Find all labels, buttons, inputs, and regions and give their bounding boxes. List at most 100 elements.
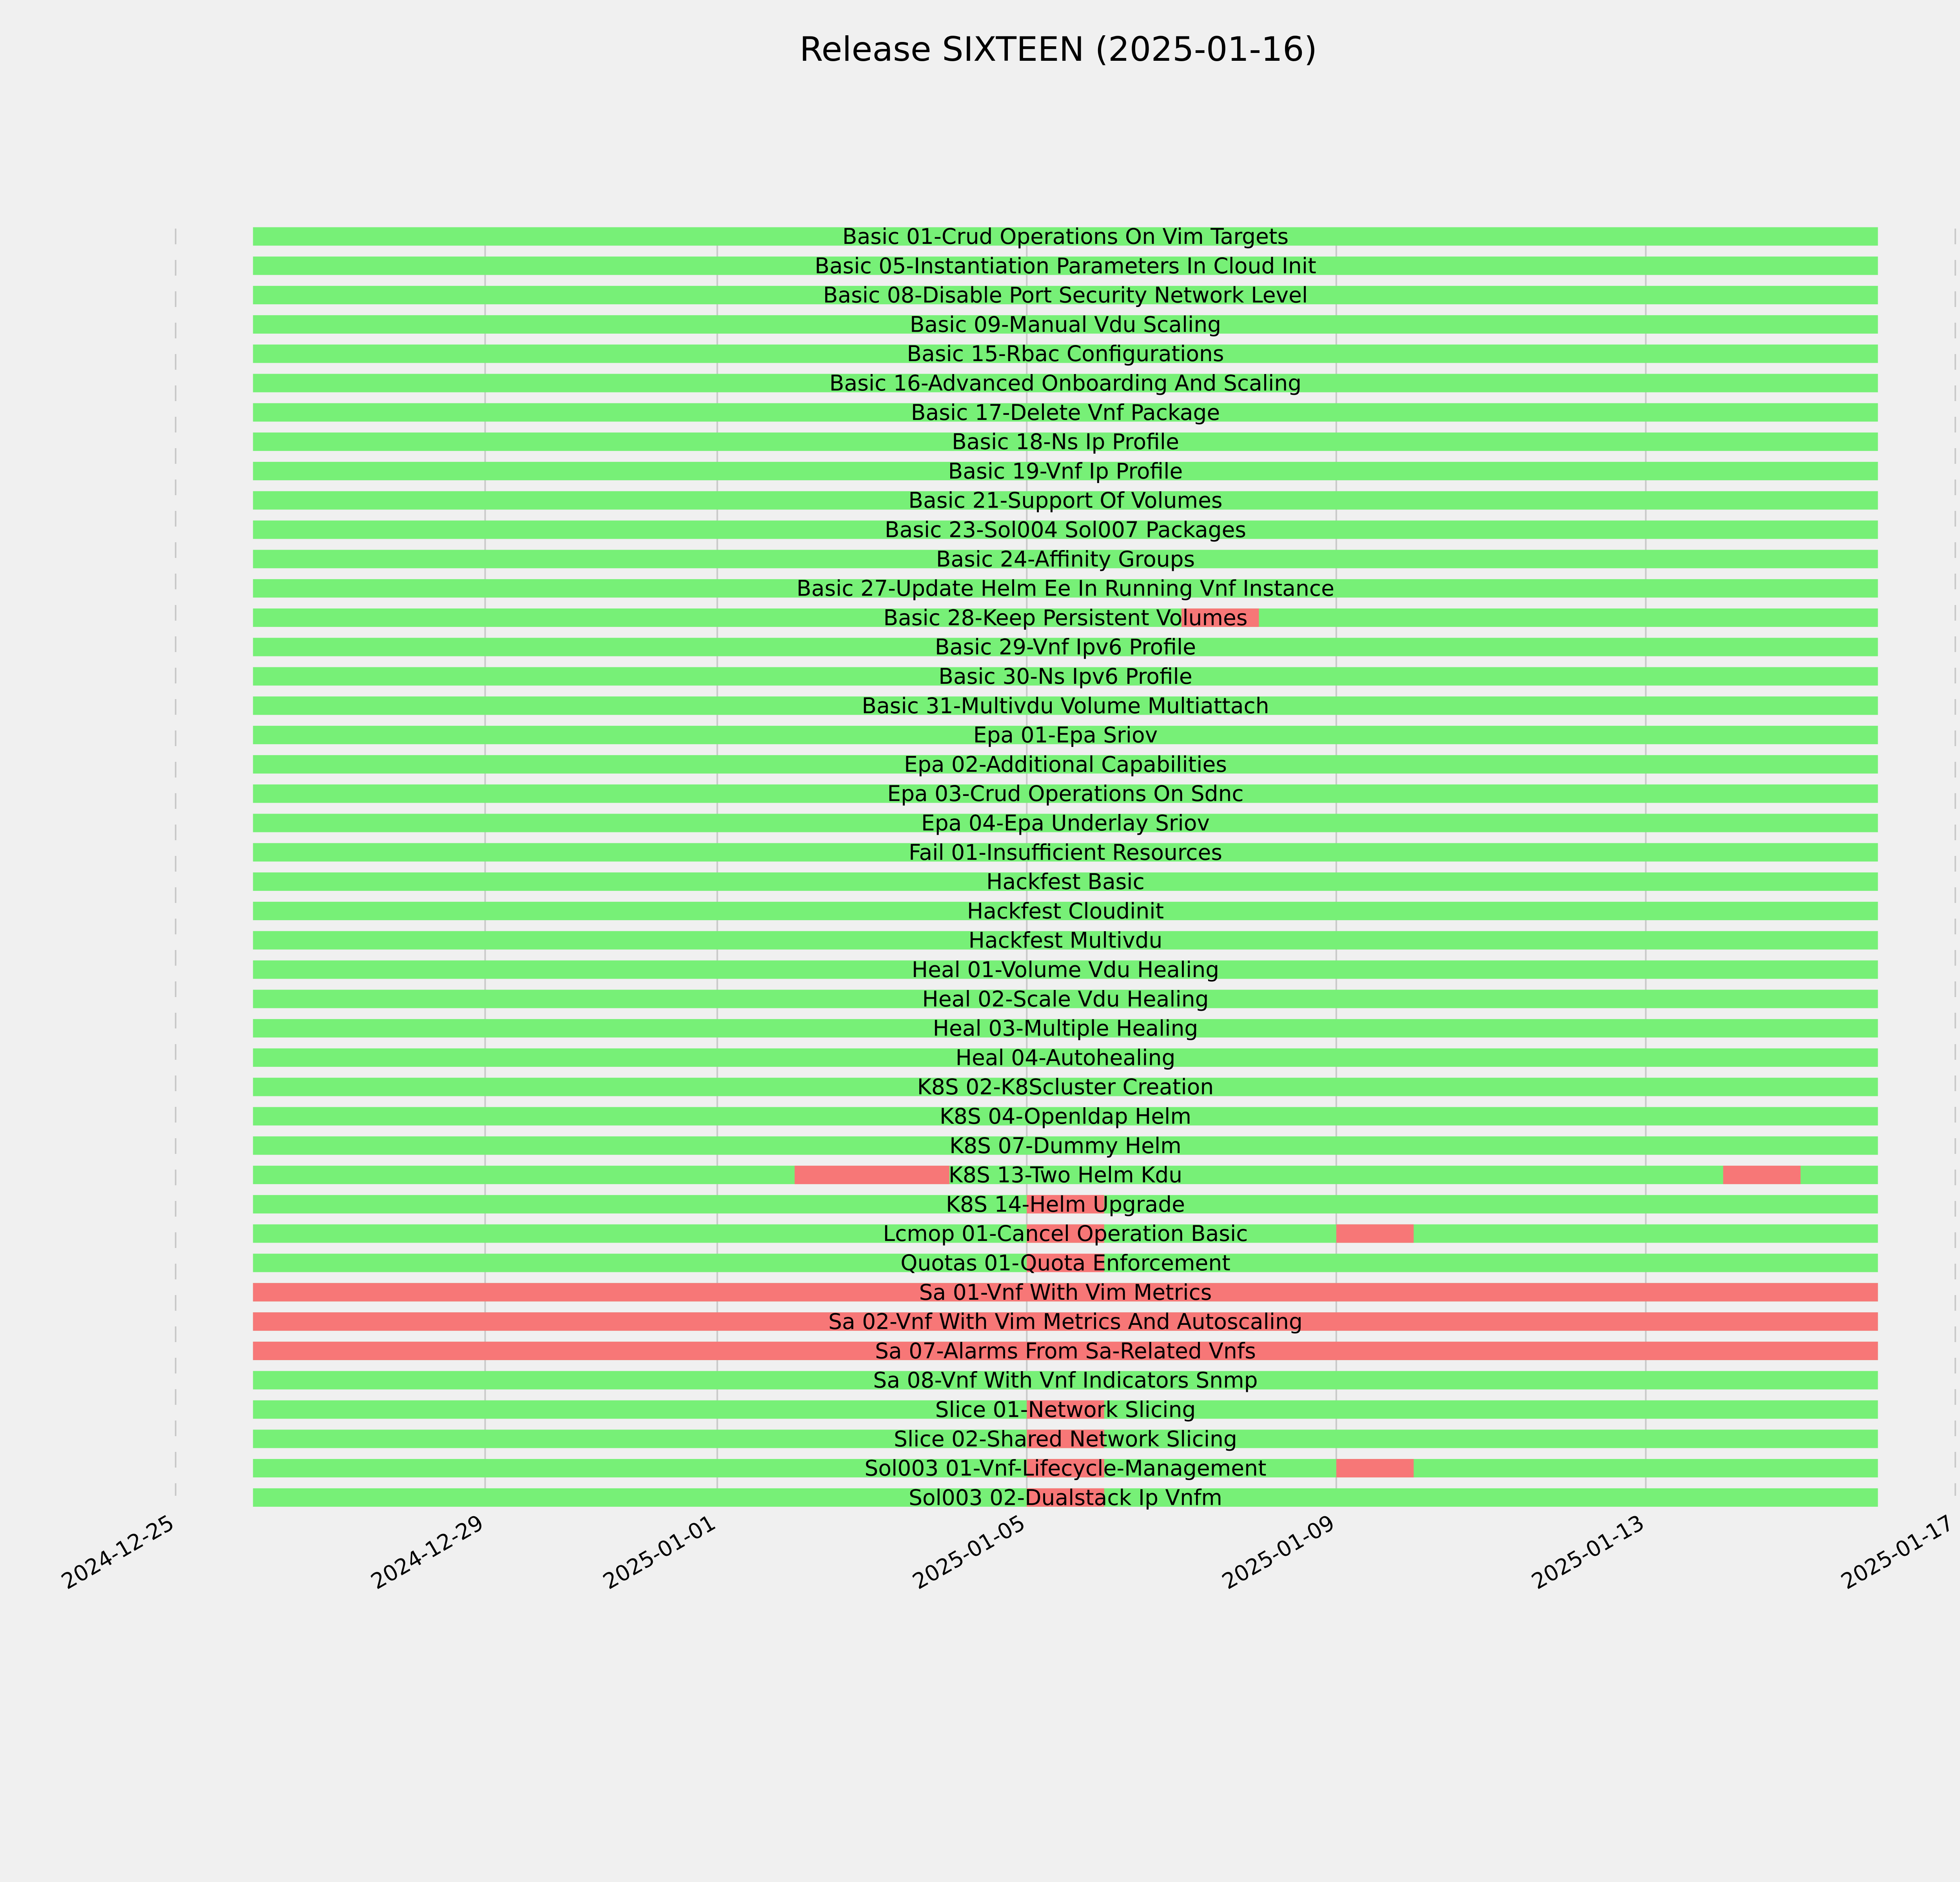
row-label: Slice 02-Shared Network Slicing (894, 1426, 1237, 1451)
row-label: K8S 07-Dummy Helm (949, 1133, 1181, 1158)
pass-bar (253, 1019, 1878, 1038)
fail-bar (1027, 1488, 1104, 1507)
row-label: K8S 02-K8Scluster Creation (917, 1074, 1214, 1099)
row-label: Basic 19-Vnf Ip Profile (948, 458, 1183, 483)
row-label: Basic 30-Ns Ipv6 Profile (938, 664, 1192, 689)
row-label: Sa 01-Vnf With Vim Metrics (919, 1280, 1212, 1305)
pass-bar (253, 1107, 1878, 1126)
row-label: Epa 03-Crud Operations On Sdnc (887, 781, 1243, 806)
pass-bar (253, 696, 1878, 715)
row-label: Basic 09-Manual Vdu Scaling (910, 312, 1221, 337)
pass-bar (253, 1371, 1878, 1390)
pass-bar (253, 755, 1878, 774)
pass-bar (253, 403, 1878, 422)
row-label: Epa 01-Epa Sriov (973, 723, 1158, 748)
row-label: Heal 03-Multiple Healing (933, 1016, 1198, 1041)
row-label: Basic 15-Rbac Configurations (907, 341, 1224, 366)
pass-bar (253, 638, 1878, 656)
fail-bar (1181, 608, 1259, 627)
row-label: Epa 04-Epa Underlay Sriov (921, 810, 1210, 836)
row-label: Basic 18-Ns Ip Profile (952, 429, 1179, 454)
bars-layer (253, 227, 1878, 1507)
row-label: Basic 21-Support Of Volumes (908, 488, 1222, 513)
fail-bar (253, 1312, 1878, 1331)
row-label: Basic 29-Vnf Ipv6 Profile (935, 634, 1196, 659)
x-tick-label: 2025-01-01 (599, 1510, 720, 1594)
fail-bar (1027, 1400, 1104, 1419)
x-tick-label: 2025-01-13 (1527, 1510, 1648, 1594)
row-label: Heal 02-Scale Vdu Healing (922, 986, 1209, 1012)
fail-bar (1336, 1224, 1414, 1243)
row-label: Heal 04-Autohealing (956, 1045, 1176, 1070)
fail-bar (1723, 1166, 1801, 1184)
fail-bar (1027, 1224, 1104, 1243)
pass-bar (253, 1048, 1878, 1067)
pass-bar (253, 901, 1878, 920)
row-label: K8S 04-Openldap Helm (940, 1104, 1191, 1129)
row-label: Hackfest Basic (986, 869, 1145, 894)
row-label: Epa 02-Additional Capabilities (904, 752, 1227, 777)
pass-bar (253, 579, 1878, 598)
pass-bar (253, 491, 1878, 510)
row-label: Lcmop 01-Cancel Operation Basic (883, 1221, 1248, 1246)
chart-title: Release SIXTEEN (2025-01-16) (800, 30, 1318, 69)
row-label: Basic 08-Disable Port Security Network L… (823, 283, 1308, 308)
row-labels: Basic 01-Crud Operations On Vim Targets B… (797, 224, 1334, 1510)
pass-bar (253, 256, 1878, 275)
pass-bar (253, 667, 1878, 686)
x-tick-label: 2025-01-05 (908, 1510, 1029, 1594)
row-label: Basic 28-Keep Persistent Volumes (883, 605, 1247, 630)
x-tick-label: 2024-12-29 (367, 1510, 488, 1594)
pass-bar (253, 814, 1878, 832)
pass-bar (253, 608, 1878, 627)
row-label: Heal 01-Volume Vdu Healing (912, 957, 1219, 982)
row-label: Sa 02-Vnf With Vim Metrics And Autoscali… (828, 1309, 1303, 1334)
row-label: Hackfest Cloudinit (967, 898, 1164, 923)
pass-bar (253, 960, 1878, 979)
row-label: Sol003 02-Dualstack Ip Vnfm (909, 1485, 1222, 1510)
row-label: Slice 01-Network Slicing (935, 1397, 1196, 1422)
pass-bar (253, 1136, 1878, 1155)
pass-bar (253, 286, 1878, 305)
pass-bar (253, 520, 1878, 539)
fail-bar (795, 1166, 949, 1184)
pass-bar (253, 1077, 1878, 1096)
pass-bar (253, 344, 1878, 363)
fail-bar (1027, 1195, 1104, 1213)
fail-bar (1027, 1253, 1104, 1272)
pass-bar (253, 784, 1878, 803)
row-label: Basic 17-Delete Vnf Package (911, 400, 1220, 425)
pass-bar (253, 726, 1878, 745)
pass-bar (253, 315, 1878, 334)
row-label: Basic 23-Sol004 Sol007 Packages (885, 517, 1246, 542)
fail-bar (1336, 1459, 1414, 1478)
row-label: K8S 14-Helm Upgrade (946, 1192, 1185, 1217)
x-tick-label: 2024-12-25 (57, 1510, 178, 1594)
fail-bar (1027, 1430, 1104, 1448)
row-label: Sa 07-Alarms From Sa-Related Vnfs (875, 1338, 1256, 1363)
pass-bar (253, 872, 1878, 891)
x-axis: 2024-12-25 2024-12-29 2025-01-01 2025-01-05… (57, 1510, 1958, 1594)
pass-bar (253, 461, 1878, 480)
pass-bar (253, 227, 1878, 246)
row-label: Hackfest Multivdu (969, 928, 1163, 953)
pass-bar (253, 931, 1878, 950)
row-label: Basic 27-Update Helm Ee In Running Vnf I… (797, 576, 1334, 601)
pass-bar (253, 432, 1878, 451)
row-label: Basic 01-Crud Operations On Vim Targets (842, 224, 1289, 249)
pass-bar (253, 990, 1878, 1008)
row-label: Basic 31-Multivdu Volume Multiattach (862, 693, 1269, 718)
x-tick-label: 2025-01-17 (1837, 1510, 1958, 1594)
fail-bar (1027, 1459, 1104, 1478)
row-label: Sa 08-Vnf With Vnf Indicators Snmp (873, 1368, 1258, 1393)
pass-bar (253, 374, 1878, 392)
fail-bar (253, 1283, 1878, 1302)
row-label: K8S 13-Two Helm Kdu (949, 1163, 1182, 1188)
x-tick-label: 2025-01-09 (1218, 1510, 1339, 1594)
row-label: Quotas 01-Quota Enforcement (900, 1250, 1230, 1275)
pass-bar (253, 550, 1878, 569)
fail-bar (253, 1341, 1878, 1360)
pass-bar (253, 843, 1878, 862)
pass-bar (253, 1166, 1878, 1184)
